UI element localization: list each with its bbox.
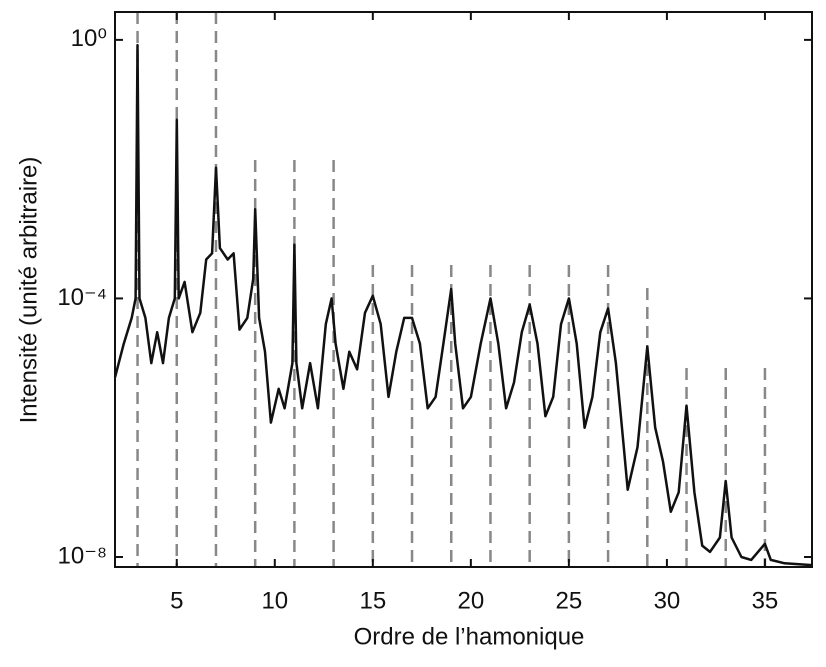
y-axis-label: Intensité (unité arbitraire) <box>15 157 42 424</box>
x-tick-label: 20 <box>458 587 485 614</box>
spectrum-line <box>113 43 813 567</box>
y-tick-label: 10⁰ <box>71 25 107 52</box>
x-tick-label: 35 <box>752 587 779 614</box>
y-tick-label: 10⁻⁸ <box>58 542 108 569</box>
x-tick-label: 30 <box>654 587 681 614</box>
x-tick-label: 25 <box>556 587 583 614</box>
plot-frame <box>114 11 813 568</box>
x-axis-label: Ordre de l’hamonique <box>354 623 585 650</box>
x-tick-label: 15 <box>359 587 386 614</box>
x-tick-label: 10 <box>261 587 288 614</box>
y-tick-label: 10⁻⁴ <box>57 284 107 311</box>
x-tick-label: 5 <box>170 587 183 614</box>
